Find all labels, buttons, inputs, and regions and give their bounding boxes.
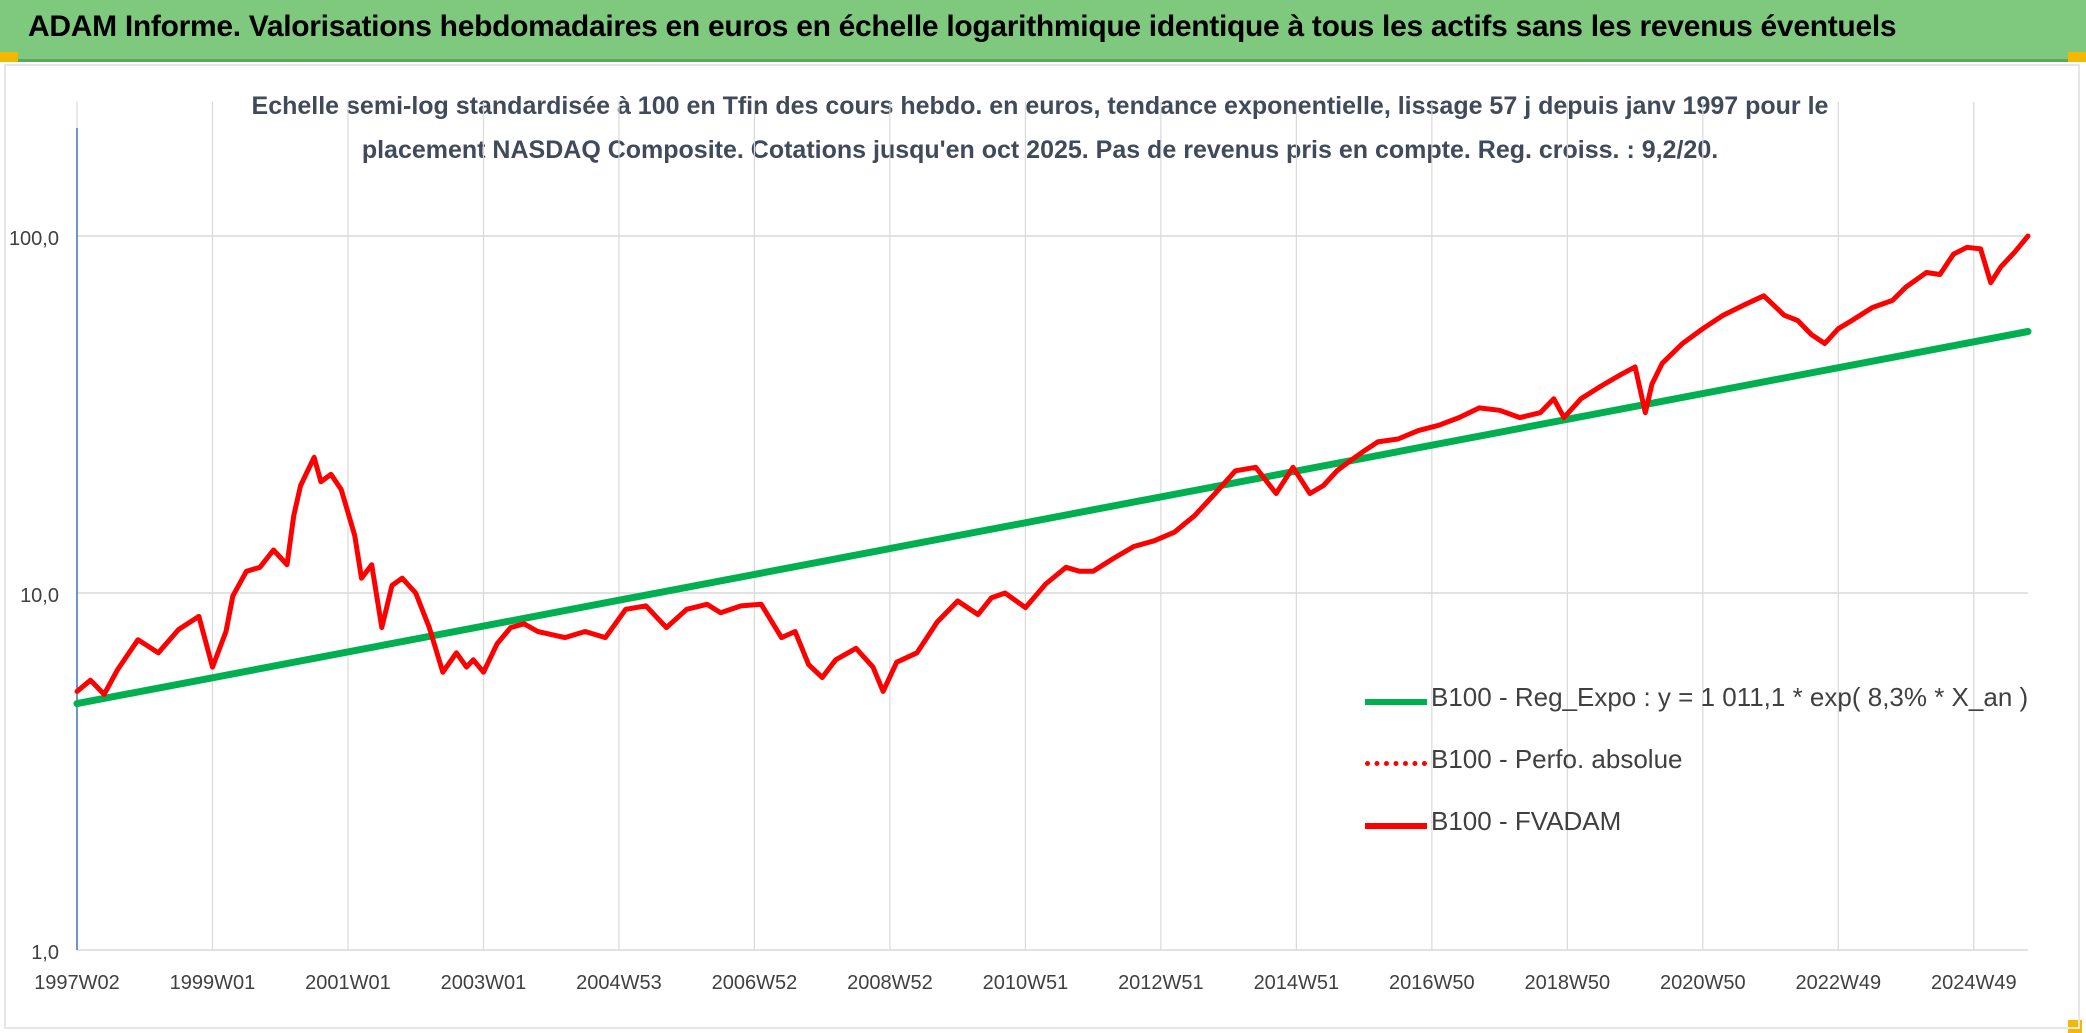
chart-axes: 1,0 10,0 100,0 1997W02 1999W01 2001W01 2003W01… — [9, 128, 2017, 994]
page-title: ADAM Informe. Valorisations hebdomadaire… — [28, 10, 1897, 43]
y-tick-label: 1,0 — [31, 942, 59, 964]
chart-grid — [76, 102, 2028, 951]
legend-swatch-trend — [1365, 699, 1427, 705]
x-tick-label: 1997W02 — [34, 972, 120, 994]
series-line-reg-expo — [73, 328, 2032, 708]
x-tick-label: 2022W49 — [1796, 972, 1882, 994]
chart-subtitle-line-1: Echelle semi-log standardisée à 100 en T… — [251, 92, 1829, 120]
x-tick-label: 2010W51 — [983, 972, 1069, 994]
x-tick-label: 2004W53 — [576, 972, 662, 994]
legend-label-fvadam: B100 - FVADAM — [1431, 806, 1622, 836]
x-tick-label: 2012W51 — [1118, 972, 1204, 994]
x-tick-label: 2024W49 — [1931, 972, 2017, 994]
x-tick-label: 2016W50 — [1389, 972, 1475, 994]
x-tick-label: 2014W51 — [1254, 972, 1340, 994]
legend-label-trend: B100 - Reg_Expo : y = 1 011,1 * exp( 8,3… — [1431, 682, 2029, 712]
x-tick-label: 2006W52 — [712, 972, 798, 994]
x-tick-label: 2008W52 — [847, 972, 933, 994]
corner-accent-left — [0, 52, 18, 62]
chart-subtitle-line-2: placement NASDAQ Composite. Cotations ju… — [361, 136, 1719, 164]
legend-swatch-fvadam — [1365, 823, 1427, 829]
legend-swatch-perfo — [1365, 761, 1427, 766]
y-tick-label: 100,0 — [9, 228, 59, 250]
x-tick-label: 2018W50 — [1525, 972, 1611, 994]
corner-accent-right — [2068, 52, 2086, 62]
chart-series — [73, 233, 2032, 708]
series-line-fvadam — [74, 233, 2031, 697]
x-tick-label: 2001W01 — [305, 972, 391, 994]
legend-label-perfo: B100 - Perfo. absolue — [1431, 744, 1683, 774]
x-tick-label: 2020W50 — [1660, 972, 1746, 994]
x-tick-label: 1999W01 — [170, 972, 256, 994]
x-tick-label: 2003W01 — [441, 972, 527, 994]
header-bar: ADAM Informe. Valorisations hebdomadaire… — [0, 0, 2086, 62]
chart-frame — [4, 64, 2080, 1029]
y-tick-label: 10,0 — [20, 585, 59, 607]
